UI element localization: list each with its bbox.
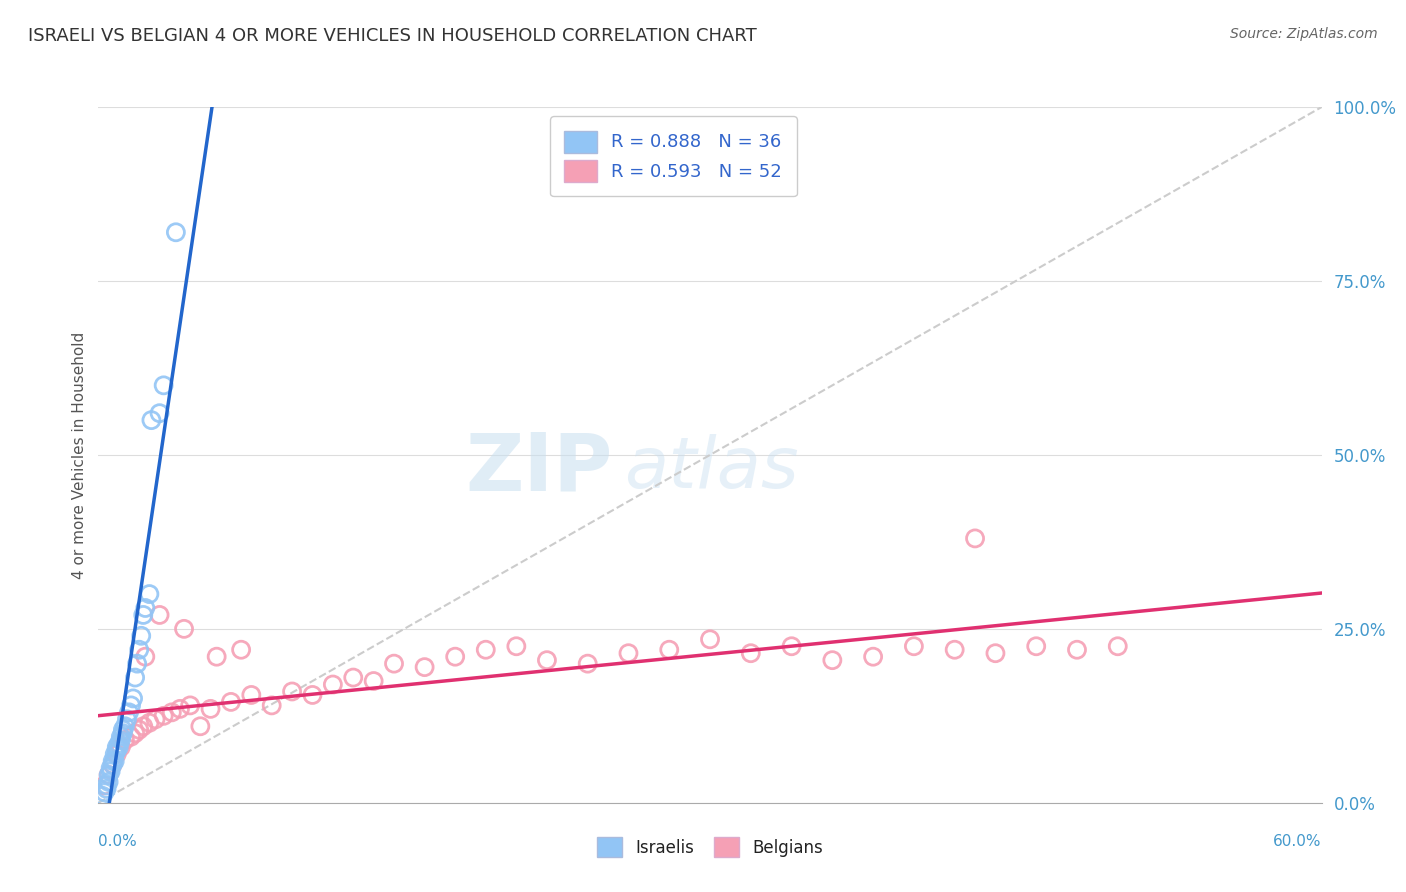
- Point: [132, 607, 155, 622]
- Point: [97, 768, 120, 782]
- Point: [903, 639, 925, 653]
- Point: [160, 706, 183, 720]
- Point: [114, 719, 136, 733]
- Point: [240, 688, 263, 702]
- Point: [1107, 639, 1129, 653]
- Point: [821, 653, 844, 667]
- Text: atlas: atlas: [624, 434, 799, 503]
- Point: [138, 587, 160, 601]
- Point: [111, 723, 134, 737]
- Point: [1066, 642, 1088, 657]
- Point: [101, 754, 124, 768]
- Point: [128, 642, 150, 657]
- Point: [100, 761, 122, 775]
- Text: 0.0%: 0.0%: [98, 834, 138, 849]
- Point: [96, 781, 118, 796]
- Point: [105, 740, 128, 755]
- Legend: Israelis, Belgians: Israelis, Belgians: [591, 830, 830, 864]
- Point: [134, 649, 156, 664]
- Point: [617, 646, 640, 660]
- Point: [111, 726, 134, 740]
- Point: [219, 695, 242, 709]
- Point: [104, 754, 127, 768]
- Point: [129, 629, 152, 643]
- Point: [110, 730, 132, 744]
- Point: [141, 413, 163, 427]
- Point: [699, 632, 721, 647]
- Point: [97, 775, 120, 789]
- Point: [104, 747, 127, 761]
- Point: [260, 698, 283, 713]
- Point: [205, 649, 228, 664]
- Text: 60.0%: 60.0%: [1274, 834, 1322, 849]
- Point: [179, 698, 201, 713]
- Point: [474, 642, 498, 657]
- Point: [138, 715, 160, 730]
- Point: [165, 225, 187, 239]
- Point: [173, 622, 195, 636]
- Point: [124, 671, 146, 685]
- Point: [943, 642, 966, 657]
- Point: [536, 653, 558, 667]
- Point: [100, 764, 122, 779]
- Point: [110, 733, 132, 747]
- Point: [780, 639, 803, 653]
- Point: [105, 744, 128, 758]
- Point: [169, 702, 191, 716]
- Point: [110, 740, 132, 755]
- Point: [152, 378, 174, 392]
- Point: [149, 406, 172, 420]
- Point: [231, 642, 253, 657]
- Point: [122, 691, 145, 706]
- Point: [114, 733, 136, 747]
- Y-axis label: 4 or more Vehicles in Household: 4 or more Vehicles in Household: [72, 331, 87, 579]
- Point: [862, 649, 884, 664]
- Point: [93, 778, 115, 792]
- Point: [108, 737, 131, 751]
- Point: [105, 747, 128, 761]
- Text: Source: ZipAtlas.com: Source: ZipAtlas.com: [1230, 27, 1378, 41]
- Text: ZIP: ZIP: [465, 430, 612, 508]
- Point: [413, 660, 436, 674]
- Point: [188, 719, 212, 733]
- Point: [128, 723, 150, 737]
- Point: [149, 607, 172, 622]
- Point: [120, 730, 142, 744]
- Point: [101, 757, 124, 772]
- Point: [965, 532, 987, 546]
- Point: [91, 789, 114, 803]
- Text: ISRAELI VS BELGIAN 4 OR MORE VEHICLES IN HOUSEHOLD CORRELATION CHART: ISRAELI VS BELGIAN 4 OR MORE VEHICLES IN…: [28, 27, 756, 45]
- Point: [93, 785, 115, 799]
- Point: [322, 677, 344, 691]
- Point: [97, 768, 120, 782]
- Point: [505, 639, 527, 653]
- Point: [132, 719, 155, 733]
- Point: [96, 778, 118, 792]
- Point: [120, 698, 142, 713]
- Point: [301, 688, 323, 702]
- Point: [115, 712, 138, 726]
- Point: [444, 649, 467, 664]
- Point: [127, 657, 149, 671]
- Point: [382, 657, 405, 671]
- Point: [658, 642, 681, 657]
- Point: [740, 646, 762, 660]
- Point: [108, 740, 131, 755]
- Point: [124, 726, 146, 740]
- Point: [281, 684, 304, 698]
- Point: [101, 757, 124, 772]
- Point: [152, 708, 174, 723]
- Point: [342, 671, 364, 685]
- Point: [1025, 639, 1047, 653]
- Point: [145, 712, 167, 726]
- Point: [576, 657, 599, 671]
- Point: [984, 646, 1007, 660]
- Point: [200, 702, 222, 716]
- Point: [118, 706, 141, 720]
- Point: [134, 601, 156, 615]
- Point: [363, 674, 385, 689]
